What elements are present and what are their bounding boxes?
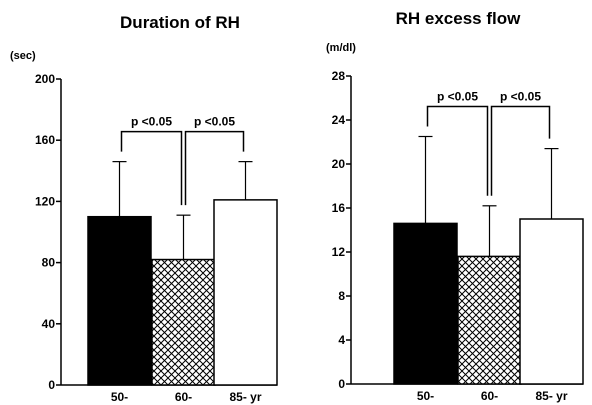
chart-title: Duration of RH (120, 13, 240, 32)
y-tick-label: 120 (35, 194, 55, 208)
bar-85yr (519, 218, 584, 385)
y-tick-label: 160 (35, 133, 55, 147)
y-tick-label: 4 (338, 333, 345, 347)
x-category-label: 50- (417, 389, 434, 403)
significance-bracket (426, 105, 489, 196)
significance-bracket (120, 130, 183, 206)
y-tick-label: 8 (338, 289, 345, 303)
chart-panel-1: Duration of RH (sec) 0 40 80 120 160 200 50- 60- 8… (10, 13, 278, 404)
significance-label: p <0.05 (437, 90, 478, 104)
significance-label: p <0.05 (131, 115, 172, 129)
x-category-label: 50- (111, 390, 128, 404)
bar-60 (151, 258, 216, 386)
y-tick-label: 0 (338, 377, 345, 391)
y-tick-label: 12 (332, 245, 346, 259)
y-axis-unit-label: (sec) (10, 50, 36, 62)
y-tick-label: 40 (42, 317, 56, 331)
y-tick-label: 0 (48, 378, 55, 392)
bar-85yr (213, 199, 278, 386)
y-tick-label: 28 (332, 69, 346, 83)
y-axis-unit-label: (m/dl) (326, 42, 356, 54)
significance-label: p <0.05 (194, 115, 235, 129)
y-tick-label: 80 (42, 256, 56, 270)
chart-title: RH excess flow (396, 9, 521, 28)
bar-50 (87, 215, 152, 386)
x-category-label: 60- (175, 390, 192, 404)
bar-50 (393, 222, 458, 385)
x-category-label: 85- yr (229, 390, 261, 404)
significance-bracket (490, 105, 551, 196)
y-tick-label: 20 (332, 157, 346, 171)
significance-label: p <0.05 (500, 90, 541, 104)
significance-bracket (184, 130, 245, 206)
chart-panel-2: RH excess flow (m/dl) 0 4 8 12 16 20 24 28 50- 60- 8… (326, 9, 584, 403)
y-tick-label: 200 (35, 72, 55, 86)
x-category-label: 60- (481, 389, 498, 403)
y-tick-label: 24 (332, 113, 346, 127)
bar-60 (457, 255, 522, 385)
x-category-label: 85- yr (535, 389, 567, 403)
y-tick-label: 16 (332, 201, 346, 215)
